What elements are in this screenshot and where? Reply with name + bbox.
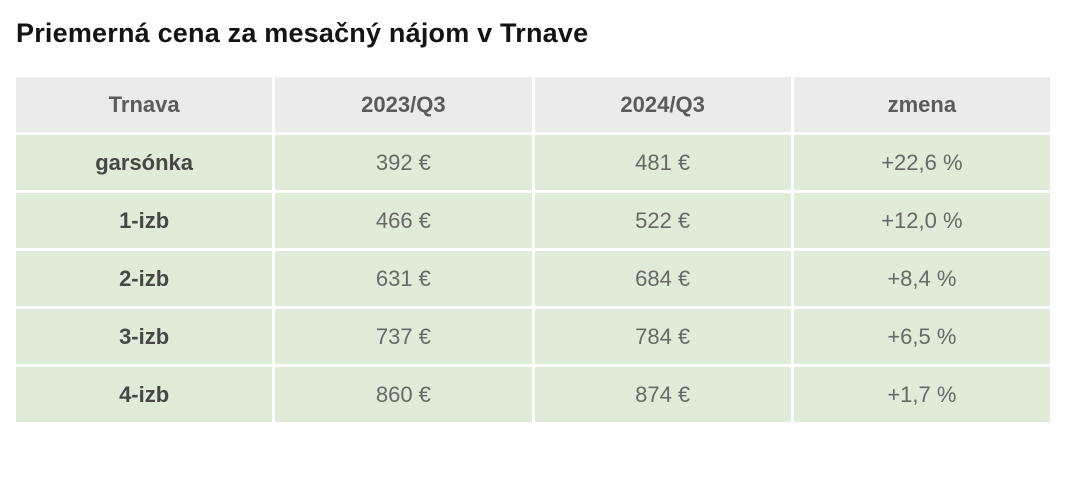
page-title: Priemerná cena za mesačný nájom v Trnave: [16, 18, 589, 48]
row-label: 4-izb: [16, 367, 273, 422]
cell-2024q3: 784 €: [534, 309, 791, 364]
cell-change: +12,0 %: [793, 193, 1050, 248]
cell-2024q3: 522 €: [534, 193, 791, 248]
column-header-city: Trnava: [16, 77, 273, 132]
table-row: 2-izb 631 € 684 € +8,4 %: [16, 251, 1050, 306]
cell-2024q3: 874 €: [534, 367, 791, 422]
cell-2023q3: 466 €: [275, 193, 532, 248]
table-row: 3-izb 737 € 784 € +6,5 %: [16, 309, 1050, 364]
row-label: 3-izb: [16, 309, 273, 364]
cell-2023q3: 860 €: [275, 367, 532, 422]
cell-change: +6,5 %: [793, 309, 1050, 364]
row-label: garsónka: [16, 135, 273, 190]
cell-change: +8,4 %: [793, 251, 1050, 306]
table-row: garsónka 392 € 481 € +22,6 %: [16, 135, 1050, 190]
column-header-2024q3: 2024/Q3: [534, 77, 791, 132]
cell-2023q3: 737 €: [275, 309, 532, 364]
row-label: 2-izb: [16, 251, 273, 306]
table-header-row: Trnava 2023/Q3 2024/Q3 zmena: [16, 77, 1050, 132]
table-row: 4-izb 860 € 874 € +1,7 %: [16, 367, 1050, 422]
column-header-change: zmena: [793, 77, 1050, 132]
column-header-2023q3: 2023/Q3: [275, 77, 532, 132]
cell-2023q3: 392 €: [275, 135, 532, 190]
row-label: 1-izb: [16, 193, 273, 248]
table-row: 1-izb 466 € 522 € +12,0 %: [16, 193, 1050, 248]
cell-2024q3: 481 €: [534, 135, 791, 190]
cell-change: +1,7 %: [793, 367, 1050, 422]
cell-change: +22,6 %: [793, 135, 1050, 190]
cell-2023q3: 631 €: [275, 251, 532, 306]
rent-price-table: Trnava 2023/Q3 2024/Q3 zmena garsónka 39…: [13, 74, 1053, 425]
cell-2024q3: 684 €: [534, 251, 791, 306]
